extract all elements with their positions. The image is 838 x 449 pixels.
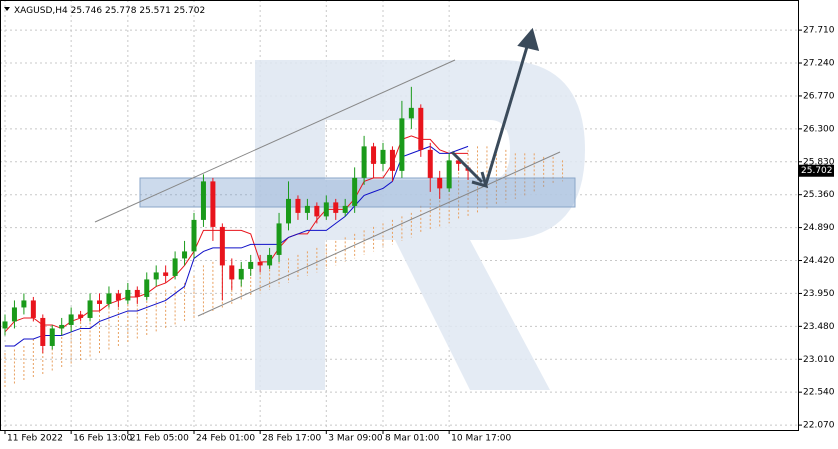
candle-body <box>286 198 291 224</box>
candle-body <box>210 181 216 227</box>
y-tick-label: 22.070 <box>803 421 835 431</box>
candle-body <box>191 219 197 252</box>
x-tick-label: 28 Feb 17:00 <box>262 434 321 444</box>
arrowhead-down <box>471 171 489 189</box>
candle-body <box>276 223 282 255</box>
forecast-arrow <box>450 27 540 189</box>
price-tag <box>798 164 834 177</box>
candle-body <box>125 289 131 301</box>
candle-body <box>342 205 348 213</box>
arrow-down <box>450 150 484 184</box>
candle-body <box>229 265 235 280</box>
candle-body <box>106 293 112 304</box>
symbol: XAGUSD,H4 <box>14 6 68 16</box>
y-tick-label: 23.480 <box>803 322 835 332</box>
candle-body <box>371 146 377 164</box>
candle-body <box>40 317 46 346</box>
arrowhead-up <box>517 27 540 52</box>
watermark-stem <box>255 60 325 390</box>
candle-body <box>153 272 159 280</box>
y-tick-label: 27.240 <box>803 59 835 69</box>
kijun-line <box>5 145 469 347</box>
candle-body <box>21 300 27 308</box>
y-tick-label: 25.830 <box>803 157 835 167</box>
x-tick-label: 16 Feb 13:00 <box>73 434 132 444</box>
header-open: 25.746 <box>71 6 103 16</box>
candle-body <box>418 107 424 150</box>
candle-body <box>172 258 178 276</box>
channel-lower <box>197 151 561 317</box>
candle-body <box>361 146 367 178</box>
candle-body <box>323 202 329 217</box>
header-high: 25.778 <box>105 6 137 16</box>
candle-body <box>144 279 150 297</box>
candle-body <box>456 160 462 164</box>
candle-body <box>11 307 17 322</box>
candle-body <box>352 177 358 206</box>
watermark <box>255 60 585 390</box>
candle-body <box>427 149 433 178</box>
candle-body <box>30 300 36 318</box>
candle-body <box>267 254 273 266</box>
candle-body <box>408 107 414 119</box>
y-tick-label: 23.950 <box>803 289 835 299</box>
candle-body <box>49 328 55 346</box>
y-tick-label: 22.540 <box>803 388 835 398</box>
candle-body <box>295 198 301 213</box>
candle-body <box>389 149 395 171</box>
candle-body <box>78 314 84 318</box>
candle-body <box>182 251 188 259</box>
x-tick-label: 24 Feb 01:00 <box>196 434 255 444</box>
arrow-up <box>484 39 531 185</box>
candles <box>2 86 471 353</box>
x-tick-label: 8 Mar 01:00 <box>385 434 440 444</box>
y-tick-label: 26.300 <box>803 124 835 134</box>
candle-body <box>257 261 263 266</box>
candle-body <box>380 149 386 164</box>
candle-body <box>399 118 405 171</box>
candle-body <box>115 293 121 301</box>
candle-body <box>238 268 244 280</box>
axes: 27.710 27.240 26.770 26.300 25.830 25.360 24.8… <box>4 26 835 444</box>
y-tick-label: 27.710 <box>803 26 835 36</box>
candle-body <box>437 177 443 189</box>
y-tick-label: 25.360 <box>803 190 835 200</box>
candle-body <box>304 205 310 213</box>
candle-body <box>163 272 169 276</box>
channel-upper <box>94 59 456 223</box>
x-tick-label: 11 Feb 2022 <box>7 434 63 444</box>
y-tick-label: 24.890 <box>803 223 835 233</box>
candle-body <box>134 289 140 297</box>
x-tick-label: 21 Feb 05:00 <box>130 434 189 444</box>
candle-body <box>333 202 339 213</box>
candle-body <box>68 314 74 325</box>
candle-body <box>248 261 254 269</box>
price-tag-label: 25.702 <box>801 166 833 176</box>
candle-body <box>2 321 8 329</box>
candle-body <box>59 324 65 329</box>
candle-body <box>314 205 320 217</box>
candle-body <box>97 300 102 304</box>
candle-body <box>446 160 452 189</box>
header-low: 25.571 <box>139 6 171 16</box>
chart-title: XAGUSD,H4 25.746 25.778 25.571 25.702 <box>14 6 205 16</box>
y-tick-label: 24.420 <box>803 256 835 266</box>
header-close: 25.702 <box>174 6 206 16</box>
watermark-bowl <box>325 60 585 390</box>
candle-body <box>200 181 206 220</box>
y-tick-label: 26.770 <box>803 91 835 101</box>
candle-body <box>87 300 93 318</box>
x-tick-label: 10 Mar 17:00 <box>451 434 511 444</box>
candle-body <box>219 226 225 266</box>
plot-border <box>0 0 799 431</box>
x-tick-label: 3 Mar 09:00 <box>328 434 383 444</box>
header-icon <box>4 7 10 11</box>
y-tick-label: 23.010 <box>803 355 835 365</box>
